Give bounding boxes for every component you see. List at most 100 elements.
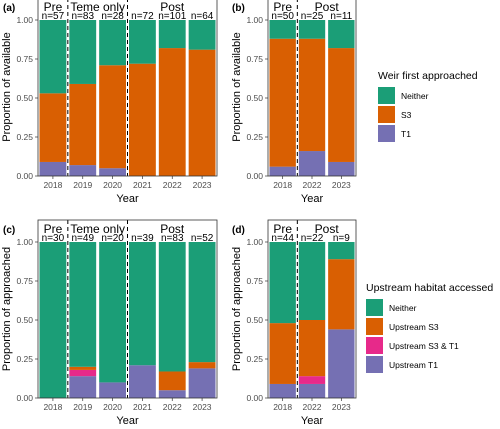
period-label: Pre xyxy=(44,0,63,14)
period-label: Teme only xyxy=(70,222,125,236)
bar-segment-upstream-s3-2019 xyxy=(69,366,97,370)
bar-segment-neither-2022 xyxy=(298,242,326,320)
bar-segment-upstream-t1-2020 xyxy=(99,382,127,398)
bar-segment-s3-2022 xyxy=(298,38,326,152)
legend-swatch xyxy=(366,299,383,316)
y-axis-title: Proportion of approached xyxy=(1,247,13,371)
bar-segment-t1-2018 xyxy=(39,161,67,176)
x-tick-label: 2022 xyxy=(303,402,322,412)
y-tick-label: 1.00 xyxy=(246,15,263,25)
y-tick-label: 0.50 xyxy=(16,315,33,325)
x-tick-label: 2019 xyxy=(73,402,92,412)
y-tick-label: 0.50 xyxy=(246,93,263,103)
sample-size-label: n=39 xyxy=(131,233,154,244)
bar-segment-neither-2023 xyxy=(328,242,355,260)
panel-border xyxy=(37,219,218,399)
y-tick-label: 0.75 xyxy=(16,54,33,64)
period-label: Post xyxy=(160,0,185,14)
x-tick-label: 2022 xyxy=(163,180,182,190)
x-tick-label: 2022 xyxy=(163,402,182,412)
bar-segment-upstream-s3-2018 xyxy=(269,323,296,384)
y-tick-label: 0.75 xyxy=(246,54,263,64)
legend-label: S3 xyxy=(401,110,412,120)
x-axis-title: Year xyxy=(301,193,324,205)
legend-label: Upstream S3 & T1 xyxy=(389,341,459,351)
bar-segment-s3-2021 xyxy=(128,63,156,176)
x-tick-label: 2021 xyxy=(133,402,152,412)
bar-segment-upstream-t1-2022 xyxy=(298,383,326,398)
x-tick-label: 2018 xyxy=(273,180,292,190)
x-tick-label: 2018 xyxy=(43,402,62,412)
bar-segment-s3-2023 xyxy=(328,48,355,162)
sample-size-label: n=83 xyxy=(161,233,184,244)
x-tick-label: 2020 xyxy=(103,180,122,190)
y-tick-label: 0.00 xyxy=(246,393,263,403)
sample-size-label: n=28 xyxy=(101,11,124,22)
sample-size-label: n=25 xyxy=(301,11,324,22)
legend-swatch xyxy=(378,87,395,104)
sample-size-label: n=49 xyxy=(71,233,94,244)
legend-label: Upstream T1 xyxy=(389,360,438,370)
bar-segment-neither-2018 xyxy=(269,242,296,324)
y-tick-label: 0.75 xyxy=(16,276,33,286)
x-axis-title: Year xyxy=(116,193,139,205)
y-tick-label: 0.25 xyxy=(16,354,33,364)
x-tick-label: 2023 xyxy=(332,402,351,412)
x-tick-label: 2021 xyxy=(133,180,152,190)
sample-size-label: n=52 xyxy=(191,233,214,244)
period-label: Post xyxy=(315,0,340,14)
legend-1: Weir first approached Neither S3 T1 xyxy=(378,70,478,142)
bar-segment-s3-2019 xyxy=(69,83,97,166)
x-tick-label: 2019 xyxy=(73,180,92,190)
period-label: Pre xyxy=(44,222,63,236)
bar-segment-s3-2023 xyxy=(188,49,216,176)
y-tick-label: 0.25 xyxy=(246,132,263,142)
panel-c: (c) 2018 n=30 2019 n=49 2020 n=20 2021 n=39 2022 n… xyxy=(1,219,218,427)
legend-label: Neither xyxy=(401,91,429,101)
sample-size-label: n=50 xyxy=(271,11,294,22)
bar-segment-upstream-s3-t1-2019 xyxy=(69,369,97,377)
panel-b: (b) 2018 n=50 2022 n=25 2023 n=11 Pre Post 0.00 0.… xyxy=(231,0,357,205)
bar-segment-neither-2021 xyxy=(128,242,156,366)
y-tick-label: 1.00 xyxy=(246,237,263,247)
bar-segment-upstream-s3-2022 xyxy=(158,371,186,391)
legend-label: Upstream S3 xyxy=(389,322,439,332)
bar-segment-upstream-s3-t1-2022 xyxy=(298,376,326,384)
bar-segment-neither-2018 xyxy=(39,242,67,398)
bar-segment-t1-2018 xyxy=(269,166,296,176)
panel-tag: (d) xyxy=(232,225,245,236)
sample-size-label: n=20 xyxy=(101,233,124,244)
bar-segment-neither-2020 xyxy=(99,242,127,383)
sample-size-label: n=22 xyxy=(301,233,324,244)
bar-segment-upstream-t1-2022 xyxy=(158,390,186,398)
x-axis-title: Year xyxy=(116,415,139,427)
bar-segment-neither-2018 xyxy=(269,20,296,39)
sample-size-label: n=11 xyxy=(330,11,352,22)
legend-swatch xyxy=(378,125,395,142)
bar-segment-upstream-s3-2022 xyxy=(298,320,326,377)
bar-segment-s3-2020 xyxy=(99,65,127,169)
bar-segment-upstream-t1-2019 xyxy=(69,376,97,398)
period-label: Pre xyxy=(273,0,292,14)
y-axis-title: Proportion of available xyxy=(231,32,243,141)
bar-segment-neither-2022 xyxy=(298,20,326,39)
panel-tag: (a) xyxy=(3,3,15,14)
bar-segment-s3-2022 xyxy=(158,48,186,176)
legend-swatch xyxy=(366,356,383,373)
bar-segment-neither-2019 xyxy=(69,242,97,367)
period-label: Post xyxy=(160,222,185,236)
bar-segment-neither-2021 xyxy=(128,20,156,64)
bar-segment-neither-2022 xyxy=(158,242,186,372)
legend-swatch xyxy=(366,318,383,335)
bar-segment-s3-2018 xyxy=(39,93,67,162)
panel-border xyxy=(267,219,357,399)
sample-size-label: n=64 xyxy=(191,11,214,22)
bar-segment-t1-2019 xyxy=(69,165,97,176)
y-axis-title: Proportion of available xyxy=(1,32,13,141)
panel-tag: (b) xyxy=(232,3,245,14)
sample-size-label: n=44 xyxy=(271,233,294,244)
bar-segment-upstream-t1-2023 xyxy=(328,329,355,398)
legend-swatch xyxy=(378,106,395,123)
legend-swatch xyxy=(366,337,383,354)
